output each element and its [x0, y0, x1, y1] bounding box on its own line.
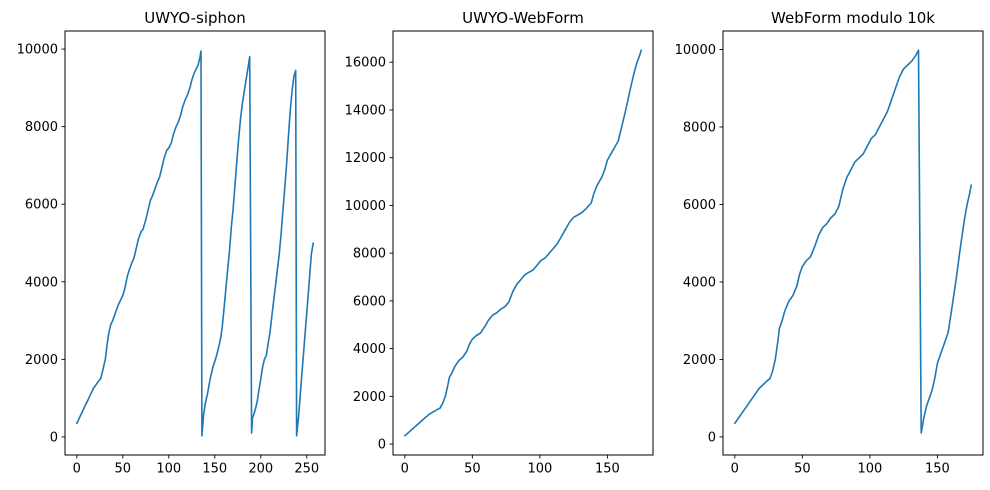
y-tick-label: 14000: [345, 103, 386, 118]
x-tick-label: 100: [527, 462, 552, 477]
x-tick-label: 0: [73, 462, 81, 477]
chart-title-uwyo-webform: UWYO-WebForm: [462, 9, 584, 27]
y-tick-label: 10000: [17, 43, 58, 58]
series-line: [733, 49, 973, 434]
x-tick-label: 200: [248, 462, 273, 477]
x-tick-label: 50: [794, 462, 811, 477]
x-tick-label: 100: [857, 462, 882, 477]
y-tick-label: 2000: [353, 390, 386, 405]
x-tick-label: 50: [464, 462, 481, 477]
chart-title-webform-modulo-10k: WebForm modulo 10k: [771, 9, 935, 27]
y-tick-label: 10000: [345, 199, 386, 214]
axes-spines: [64, 30, 326, 456]
y-tick-label: 8000: [25, 120, 58, 135]
y-tick-label: 2000: [25, 353, 58, 368]
x-tick-label: 0: [401, 462, 409, 477]
y-tick-label: 8000: [683, 120, 716, 135]
y-tick-label: 2000: [683, 353, 716, 368]
x-tick-label: 0: [731, 462, 739, 477]
y-tick-label: 4000: [683, 275, 716, 290]
axes-spines: [722, 30, 984, 456]
y-tick-label: 8000: [353, 247, 386, 262]
y-tick-label: 6000: [683, 198, 716, 213]
y-tick-label: 10000: [675, 43, 716, 58]
x-tick-label: 50: [115, 462, 132, 477]
y-tick-label: 4000: [25, 275, 58, 290]
y-tick-label: 12000: [345, 151, 386, 166]
x-tick-label: 150: [925, 462, 950, 477]
y-tick-label: 6000: [25, 198, 58, 213]
chart-title-uwyo-siphon: UWYO-siphon: [144, 9, 246, 27]
y-tick-label: 0: [708, 430, 716, 445]
x-tick-label: 100: [156, 462, 181, 477]
series-line: [76, 50, 315, 437]
series-line: [403, 49, 643, 437]
y-tick-label: 4000: [353, 342, 386, 357]
axes-spines: [392, 30, 654, 456]
x-tick-label: 150: [202, 462, 227, 477]
y-tick-label: 6000: [353, 294, 386, 309]
y-tick-label: 0: [378, 438, 386, 453]
x-tick-label: 150: [595, 462, 620, 477]
y-tick-label: 0: [50, 430, 58, 445]
y-tick-label: 16000: [345, 56, 386, 71]
x-tick-label: 250: [294, 462, 319, 477]
